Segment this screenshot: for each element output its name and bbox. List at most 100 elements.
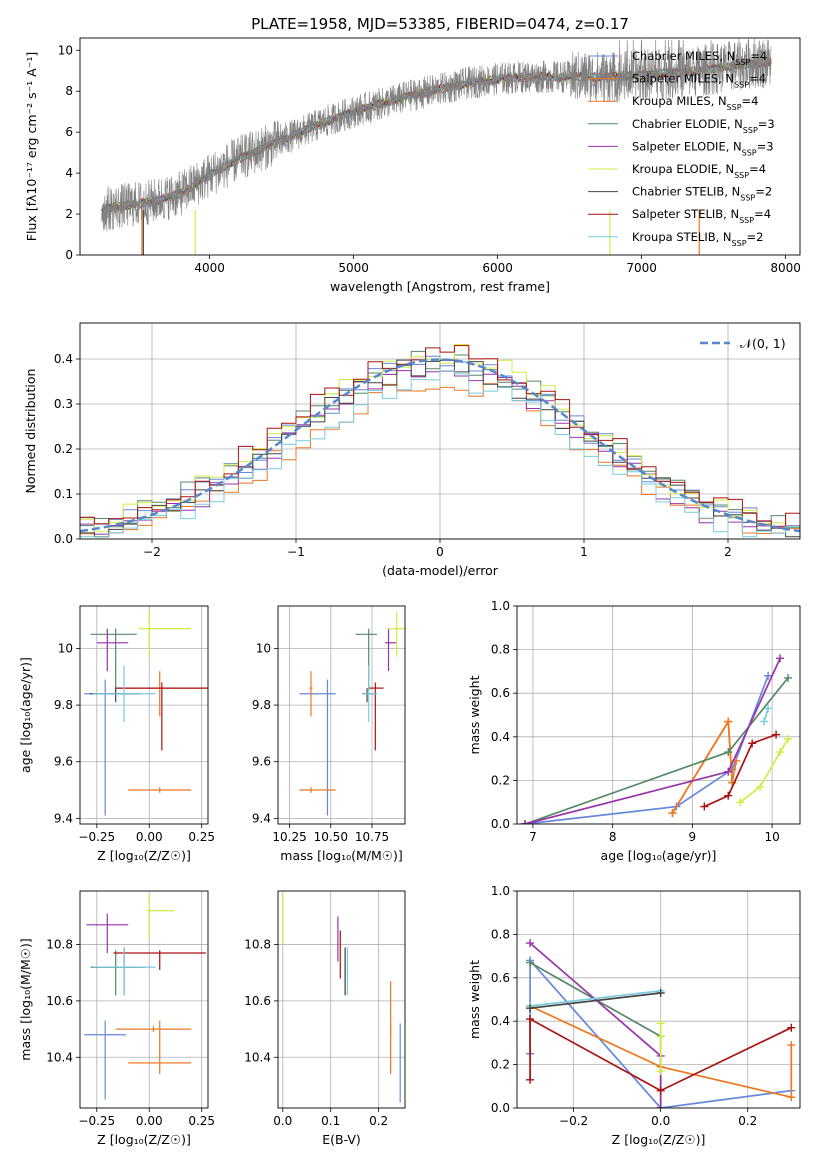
plot-area: [278, 891, 405, 1108]
x-tick-label: 0.00: [136, 1114, 163, 1128]
weight-line-kroupa-stelib: [530, 989, 661, 1007]
weight-marker: [526, 1075, 535, 1084]
x-tick-label: 10.75: [355, 830, 389, 844]
y-tick-label: 0.0: [491, 1101, 510, 1115]
axes-frame: [277, 605, 406, 825]
x-axis-label: Z [log₁₀(Z/Z☉)]: [97, 848, 191, 863]
y-tick-label: 10.8: [244, 938, 271, 952]
y-tick-label: 10.4: [46, 1050, 73, 1064]
panel-weight_vs_age: 7 8 9 10 0.0 0.2 0.4 0.6 0.8 1.0 age [log₁₀(age/yr…: [467, 599, 801, 863]
y-tick-label: 9.6: [252, 755, 271, 769]
y-tick-label: 0.2: [54, 442, 73, 456]
legend-label: Kroupa MILES, NSSP=4: [632, 94, 758, 112]
x-tick-label: 9: [689, 830, 697, 844]
weight-line-salpeter-elodie: [524, 657, 781, 824]
legend-label: Kroupa STELIB, NSSP=2: [632, 230, 763, 248]
x-tick-label: 0.0: [273, 1114, 292, 1128]
y-tick-label: 0.0: [491, 817, 510, 831]
axes-frame: [79, 37, 801, 256]
weight-marker: [776, 748, 785, 757]
y-tick-label: 0.2: [491, 1058, 510, 1072]
x-tick-label: 0.2: [738, 1114, 757, 1128]
weight-marker: [724, 748, 733, 757]
y-tick-label: 9.4: [252, 811, 271, 825]
normal-curve: [80, 358, 800, 533]
weight-marker: [526, 958, 535, 967]
weight-line-salpeter-stelib: [529, 1017, 792, 1092]
weight-line-salpeter-miles: [671, 718, 738, 814]
legend-label: 𝒩(0, 1): [740, 336, 786, 351]
axes-frame: [277, 890, 406, 1109]
weight-marker: [724, 767, 733, 776]
x-tick-label: 10: [764, 830, 779, 844]
panel-residuals: −2 −1 0 1 2 0.0 0.1 0.2 0.3 0.4 (data-model)/error…: [23, 322, 801, 578]
legend-label: Salpeter STELIB, NSSP=4: [632, 207, 771, 225]
axes-frame: [516, 890, 801, 1109]
weight-marker: [724, 717, 733, 726]
weight-line-chabrier-stelib: [530, 992, 661, 1010]
legend-label: Salpeter MILES, NSSP=4: [632, 72, 766, 90]
legend: Chabrier MILES, NSSP=4 Salpeter MILES, NS…: [588, 49, 775, 247]
observed-spectrum: [101, 38, 772, 232]
y-tick-label: 0: [65, 248, 73, 262]
x-tick-label: 4000: [194, 261, 225, 275]
weight-marker: [776, 654, 785, 663]
y-axis-label: mass weight: [467, 960, 482, 1039]
x-tick-label: 0.25: [188, 1114, 215, 1128]
x-tick-label: 0.2: [369, 1114, 388, 1128]
panel-age_vs_mass: 10.25 10.50 10.75 9.4 9.6 9.8 10 mass [log₁₀(M/…: [252, 605, 406, 863]
x-tick-label: −0.2: [559, 1114, 588, 1128]
y-tick-label: 10.6: [46, 994, 73, 1008]
x-tick-label: −2: [143, 545, 161, 559]
y-tick-label: 10.4: [244, 1050, 271, 1064]
weight-line-chabrier-miles: [524, 675, 769, 824]
y-tick-label: 0.8: [491, 643, 510, 657]
weight-marker: [526, 1004, 535, 1013]
x-axis-label: mass [log₁₀(M/M☉)]: [280, 848, 402, 863]
y-tick-label: 0.4: [491, 1014, 510, 1028]
weight-line-kroupa-elodie: [739, 738, 789, 803]
weight-marker: [656, 1032, 665, 1041]
plot-area: [80, 891, 208, 1108]
x-tick-label: −0.25: [78, 830, 115, 844]
y-tick-label: 0.4: [491, 730, 510, 744]
x-axis-label: age [log₁₀(age/yr)]: [601, 848, 717, 863]
weight-marker: [668, 809, 677, 818]
panel-mass_vs_EBV: 0.0 0.1 0.2 10.4 10.6 10.8 E(B-V): [244, 890, 406, 1147]
plot-area: [517, 606, 800, 824]
y-tick-label: 1.0: [491, 884, 510, 898]
x-tick-label: 10.50: [314, 830, 348, 844]
axes-frame: [79, 322, 801, 540]
y-axis-label: mass weight: [467, 675, 482, 754]
axes-frame: [79, 605, 209, 825]
figure-title: PLATE=1958, MJD=53385, FIBERID=0474, z=0…: [251, 15, 629, 33]
panel-mass_vs_Z: −0.25 0.00 0.25 10.4 10.6 10.8 Z [log₁₀(Z/Z☉)]…: [18, 890, 215, 1147]
plot-area: [80, 606, 208, 824]
y-tick-label: 6: [65, 125, 73, 139]
y-tick-label: 2: [65, 207, 73, 221]
y-tick-label: 4: [65, 166, 73, 180]
weight-marker: [787, 1041, 796, 1050]
y-tick-label: 10: [256, 641, 271, 655]
x-tick-label: −1: [287, 545, 305, 559]
histogram-salpeter-stelib: [80, 345, 800, 527]
weight-marker: [656, 1086, 665, 1095]
x-tick-label: 8: [609, 830, 617, 844]
panel-age_vs_Z: −0.25 0.00 0.25 9.4 9.6 9.8 10 Z [log₁₀(Z/Z☉)] a…: [18, 605, 215, 863]
weight-marker: [756, 782, 765, 791]
x-tick-label: 1: [580, 545, 588, 559]
y-tick-label: 10.6: [244, 994, 271, 1008]
weight-line-salpeter-miles: [529, 1005, 793, 1099]
legend: 𝒩(0, 1): [700, 336, 786, 351]
weight-marker: [724, 791, 733, 800]
weight-marker: [784, 734, 793, 743]
x-tick-label: 8000: [770, 261, 801, 275]
x-tick-label: −0.25: [78, 1114, 115, 1128]
y-tick-label: 0.6: [491, 971, 510, 985]
x-axis-label: E(B-V): [322, 1132, 361, 1147]
weight-marker: [656, 988, 665, 997]
legend-label: Salpeter ELODIE, NSSP=3: [632, 139, 774, 157]
legend-label: Chabrier ELODIE, NSSP=3: [632, 117, 775, 135]
weight-marker: [736, 798, 745, 807]
legend-label: Chabrier MILES, NSSP=4: [632, 49, 767, 67]
